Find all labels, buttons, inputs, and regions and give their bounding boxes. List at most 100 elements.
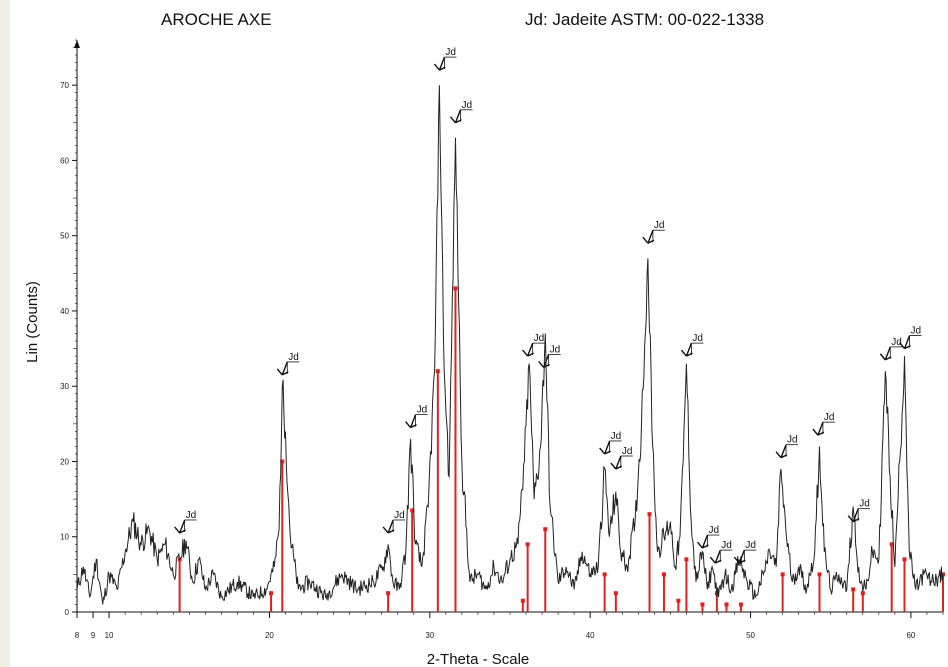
- peak-arrow: [382, 519, 395, 534]
- x-tick-label: 10: [105, 631, 114, 640]
- peak-label: Jd: [550, 344, 561, 355]
- peak-label: Jd: [692, 333, 703, 344]
- pattern-line: [76, 85, 944, 605]
- chart-title: AROCHE AXE: [161, 10, 272, 29]
- reference-stick-cap: [453, 286, 458, 291]
- peak-marker: Jd: [775, 435, 799, 459]
- peak-arrow: [610, 455, 623, 470]
- peak-marker: Jd: [382, 510, 406, 534]
- reference-sticks: [177, 286, 945, 612]
- peak-marker: Jd: [898, 326, 922, 350]
- y-axis-arrow: [74, 40, 80, 48]
- ticks: 0 10 20 30 40 50 60 70 8 9 10 20 30 40 50 60: [60, 39, 944, 640]
- reference-stick-cap: [676, 598, 681, 603]
- peak-arrow: [733, 549, 746, 564]
- y-tick-label: 50: [60, 232, 69, 241]
- peak-arrow: [405, 414, 417, 429]
- reference-stick-cap: [700, 602, 705, 607]
- peak-marker: Jd: [879, 337, 903, 361]
- peak-arrow: [812, 421, 825, 436]
- reference-stick-cap: [661, 572, 666, 577]
- peak-label: Jd: [654, 220, 665, 231]
- reference-stick-cap: [724, 602, 729, 607]
- peak-marker: Jd: [642, 220, 665, 244]
- peak-label: Jd: [911, 326, 922, 337]
- peak-marker: Jd: [433, 47, 457, 71]
- reference-stick-cap: [543, 527, 548, 532]
- reference-stick-cap: [435, 369, 440, 374]
- y-tick-label: 0: [65, 608, 70, 617]
- peak-label: Jd: [445, 47, 456, 58]
- reference-stick-cap: [889, 542, 894, 547]
- peak-marker: Jd: [538, 344, 561, 369]
- peak-marker: Jd: [174, 510, 197, 534]
- peak-arrow: [449, 109, 462, 124]
- axes: [74, 40, 943, 613]
- reference-stick-cap: [860, 591, 865, 596]
- x-tick-label: 60: [906, 631, 915, 640]
- x-tick-label: 20: [265, 631, 274, 640]
- reference-stick-cap: [520, 598, 525, 603]
- chart-area: AROCHE AXE Jd: Jadeite ASTM: 00-022-1338…: [10, 0, 948, 667]
- peak-marker: Jd: [405, 405, 428, 429]
- peak-marker: Jd: [449, 100, 473, 124]
- reference-stick-cap: [902, 557, 907, 562]
- peak-marker: Jd: [847, 499, 871, 523]
- peak-arrow: [276, 361, 289, 376]
- peak-marker: Jd: [610, 446, 633, 470]
- y-tick-label: 30: [60, 382, 69, 391]
- peak-label: Jd: [824, 412, 835, 423]
- reference-stick-cap: [269, 591, 274, 596]
- peak-arrow: [696, 534, 709, 549]
- y-tick-label: 20: [60, 457, 69, 466]
- reference-stick-cap: [410, 508, 415, 513]
- peak-label: Jd: [288, 352, 299, 363]
- pattern-trace: [76, 85, 944, 605]
- y-tick-label: 40: [60, 307, 69, 316]
- reference-stick-cap: [386, 591, 391, 596]
- y-tick-label: 60: [60, 156, 69, 165]
- peak-label: Jd: [891, 337, 902, 348]
- peak-label: Jd: [611, 431, 622, 442]
- x-tick-label: 8: [75, 631, 80, 640]
- peak-label: Jd: [394, 510, 405, 521]
- peak-label: Jd: [461, 100, 472, 111]
- peak-label: Jd: [417, 405, 428, 416]
- peak-arrow: [174, 519, 186, 534]
- peak-marker: Jd: [709, 540, 733, 564]
- peak-label: Jd: [721, 540, 732, 551]
- x-tick-label: 50: [746, 631, 755, 640]
- peak-arrow: [775, 444, 788, 459]
- peak-arrow: [879, 346, 892, 361]
- peak-marker: Jd: [696, 525, 720, 549]
- peak-marker: Jd: [276, 352, 300, 376]
- peak-label: Jd: [745, 540, 756, 551]
- peak-marker: Jd: [812, 412, 835, 436]
- reference-stick-cap: [817, 572, 822, 577]
- peak-arrow: [642, 229, 655, 244]
- peak-marker: Jd: [599, 431, 622, 455]
- peak-label: Jd: [622, 446, 633, 457]
- x-tick-label: 9: [91, 631, 96, 640]
- xrd-chart: AROCHE AXE Jd: Jadeite ASTM: 00-022-1338…: [24, 10, 945, 667]
- peak-arrow: [433, 56, 446, 71]
- reference-stick-cap: [525, 542, 530, 547]
- peak-label: Jd: [859, 499, 870, 510]
- x-axis-label: 2-Theta - Scale: [427, 651, 530, 667]
- peak-marker: Jd: [733, 540, 757, 564]
- peak-label: Jd: [787, 435, 798, 446]
- peak-label: Jd: [534, 333, 545, 344]
- y-tick-label: 10: [60, 533, 69, 542]
- y-axis-label: Lin (Counts): [24, 281, 41, 363]
- peak-label: Jd: [708, 525, 719, 536]
- peak-marker: Jd: [680, 333, 704, 357]
- reference-stick-cap: [780, 572, 785, 577]
- peak-arrow: [709, 549, 722, 564]
- reference-stick-cap: [941, 572, 945, 577]
- chart-subtitle: Jd: Jadeite ASTM: 00-022-1338: [525, 10, 764, 29]
- reference-stick-cap: [602, 572, 607, 577]
- x-tick-label: 40: [586, 631, 595, 640]
- peak-label: Jd: [186, 510, 197, 521]
- peak-marker: Jd: [522, 333, 545, 357]
